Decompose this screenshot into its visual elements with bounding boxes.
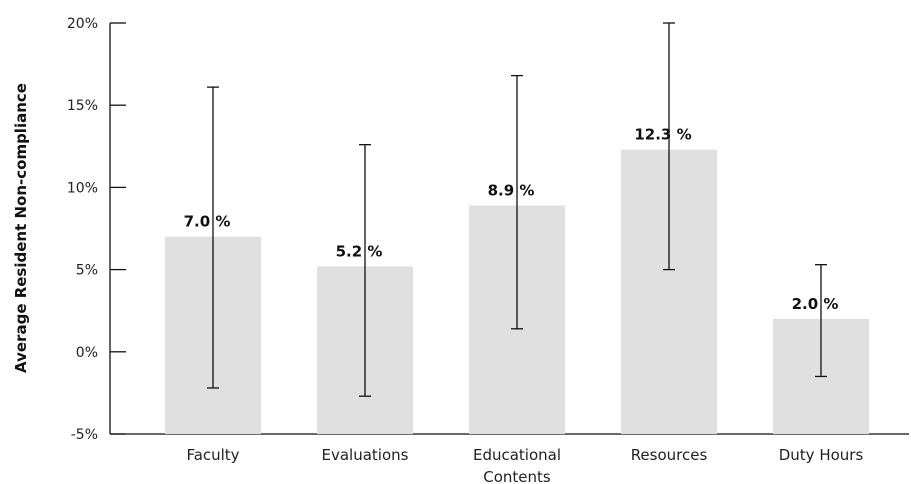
x-tick-label: Contents xyxy=(483,468,551,484)
y-tick-label: 15% xyxy=(67,98,98,114)
data-label: 8.9 % xyxy=(488,181,535,199)
y-tick-label: 10% xyxy=(67,180,98,196)
x-tick-label: Evaluations xyxy=(322,446,409,464)
y-axis-title: Average Resident Non-compliance xyxy=(12,83,30,373)
data-label: 12.3 % xyxy=(634,126,691,144)
y-tick-label: 20% xyxy=(67,16,98,32)
y-tick-label: 5% xyxy=(76,263,98,279)
y-axis-labels: -5% 0% 5% 10% 15% 20% xyxy=(67,16,98,443)
x-tick-label: Faculty xyxy=(186,446,239,464)
x-tick-label: Educational xyxy=(473,446,561,464)
y-tick-label: -5% xyxy=(71,427,98,443)
x-tick-label: Resources xyxy=(631,446,708,464)
x-tick-label: Duty Hours xyxy=(779,446,864,464)
data-label: 5.2 % xyxy=(336,242,383,260)
data-label: 7.0 % xyxy=(184,213,231,231)
data-labels: 7.0 % 5.2 % 8.9 % 12.3 % 2.0 % xyxy=(184,126,839,313)
data-label: 2.0 % xyxy=(792,295,839,313)
error-bars xyxy=(207,22,827,397)
y-tick-label: 0% xyxy=(76,345,98,361)
x-axis-labels: Faculty Evaluations Educational Contents Res… xyxy=(186,446,863,484)
